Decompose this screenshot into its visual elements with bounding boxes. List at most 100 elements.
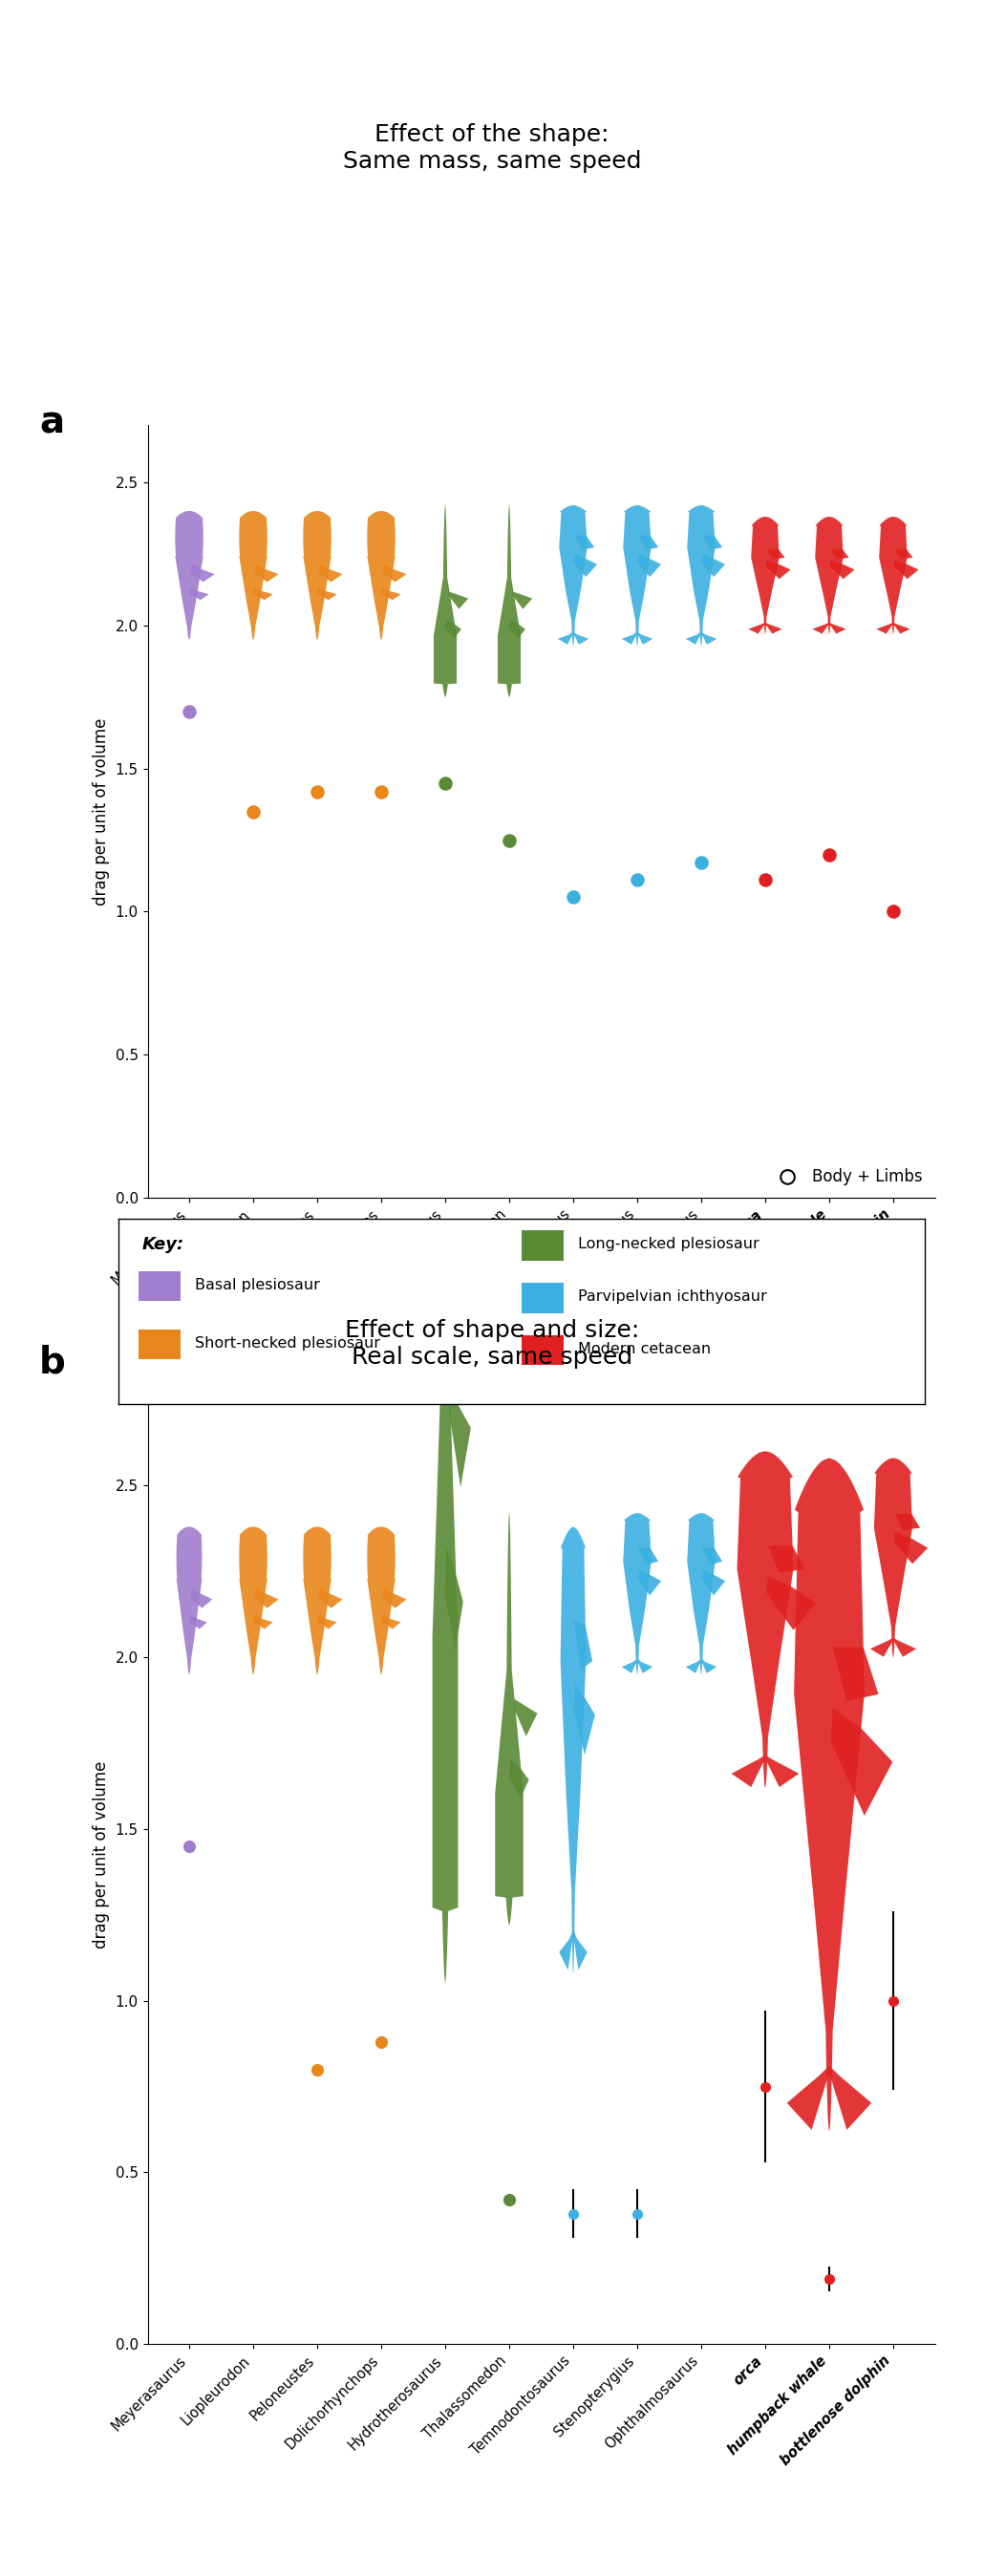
Y-axis label: drag per unit of volume: drag per unit of volume xyxy=(92,1762,110,1947)
Point xyxy=(309,2048,325,2089)
Polygon shape xyxy=(893,559,918,580)
Polygon shape xyxy=(558,631,574,644)
Polygon shape xyxy=(767,549,785,559)
Polygon shape xyxy=(815,518,843,634)
Polygon shape xyxy=(622,1659,638,1674)
Text: Effect of the shape:
Same mass, same speed: Effect of the shape: Same mass, same spe… xyxy=(342,124,642,173)
Polygon shape xyxy=(176,1528,202,1674)
Polygon shape xyxy=(687,505,715,647)
Point xyxy=(181,1826,197,1868)
Polygon shape xyxy=(893,623,910,634)
Point xyxy=(245,791,261,832)
Polygon shape xyxy=(638,554,661,577)
Polygon shape xyxy=(766,559,790,580)
Polygon shape xyxy=(870,1638,893,1656)
Point xyxy=(309,770,325,811)
Polygon shape xyxy=(830,549,849,559)
Text: Key:: Key: xyxy=(143,1236,185,1252)
Polygon shape xyxy=(383,1587,406,1607)
Point xyxy=(822,835,837,876)
Point xyxy=(181,690,197,732)
Point xyxy=(373,2022,389,2063)
Polygon shape xyxy=(381,587,400,600)
Polygon shape xyxy=(794,1458,864,2130)
Text: Modern cetacean: Modern cetacean xyxy=(578,1342,710,1355)
Polygon shape xyxy=(769,1546,805,1571)
Polygon shape xyxy=(766,1754,799,1788)
Polygon shape xyxy=(638,1659,652,1674)
Polygon shape xyxy=(894,1533,928,1564)
Polygon shape xyxy=(638,631,652,644)
Polygon shape xyxy=(303,1528,332,1674)
Y-axis label: drag per unit of volume: drag per unit of volume xyxy=(92,719,110,904)
Polygon shape xyxy=(303,510,332,639)
Polygon shape xyxy=(514,1682,537,1736)
Polygon shape xyxy=(449,1347,470,1486)
Text: Effect of shape and size:
Real scale, same speed: Effect of shape and size: Real scale, sa… xyxy=(344,1319,640,1368)
Polygon shape xyxy=(687,1512,715,1674)
Polygon shape xyxy=(445,1548,463,1651)
Polygon shape xyxy=(319,1587,342,1607)
Polygon shape xyxy=(317,587,337,600)
Polygon shape xyxy=(893,1638,916,1656)
Polygon shape xyxy=(702,1569,725,1595)
Polygon shape xyxy=(319,564,342,582)
Polygon shape xyxy=(509,1759,529,1798)
Polygon shape xyxy=(686,1659,702,1674)
Polygon shape xyxy=(559,505,587,647)
Polygon shape xyxy=(702,631,716,644)
Polygon shape xyxy=(638,1569,661,1595)
Polygon shape xyxy=(239,1528,268,1674)
Polygon shape xyxy=(559,1929,574,1971)
Polygon shape xyxy=(813,623,830,634)
Point xyxy=(501,819,517,860)
Polygon shape xyxy=(561,1528,586,1973)
FancyBboxPatch shape xyxy=(138,1270,180,1301)
Legend: Body + Limbs: Body + Limbs xyxy=(767,1164,927,1190)
Polygon shape xyxy=(175,510,204,639)
Polygon shape xyxy=(622,631,638,644)
Polygon shape xyxy=(189,1615,207,1628)
Polygon shape xyxy=(766,623,782,634)
Polygon shape xyxy=(189,587,209,600)
Polygon shape xyxy=(574,554,597,577)
Polygon shape xyxy=(874,1458,912,1656)
Polygon shape xyxy=(731,1754,766,1788)
Polygon shape xyxy=(574,1685,595,1754)
Polygon shape xyxy=(787,2066,830,2130)
Polygon shape xyxy=(383,564,406,582)
Polygon shape xyxy=(702,1659,716,1674)
Text: Basal plesiosaur: Basal plesiosaur xyxy=(195,1278,320,1293)
Text: Parvipelvian ichthyosaur: Parvipelvian ichthyosaur xyxy=(578,1291,767,1303)
Polygon shape xyxy=(191,564,215,582)
Point xyxy=(437,762,453,804)
Polygon shape xyxy=(748,623,766,634)
Polygon shape xyxy=(191,1587,213,1607)
Polygon shape xyxy=(832,1646,879,1700)
Polygon shape xyxy=(381,1615,400,1628)
Polygon shape xyxy=(686,631,702,644)
Polygon shape xyxy=(434,505,457,698)
Point xyxy=(566,876,582,917)
Polygon shape xyxy=(751,518,779,634)
Polygon shape xyxy=(830,1708,892,1816)
FancyBboxPatch shape xyxy=(522,1334,564,1365)
Polygon shape xyxy=(445,621,461,639)
Polygon shape xyxy=(509,621,525,639)
Polygon shape xyxy=(253,587,273,600)
Point xyxy=(886,891,901,933)
Polygon shape xyxy=(830,623,846,634)
Polygon shape xyxy=(574,536,594,551)
Point xyxy=(758,860,773,902)
Polygon shape xyxy=(623,505,651,647)
Polygon shape xyxy=(702,1548,722,1564)
Polygon shape xyxy=(317,1615,337,1628)
Point xyxy=(694,842,709,884)
Polygon shape xyxy=(879,518,907,634)
FancyBboxPatch shape xyxy=(522,1283,564,1314)
Polygon shape xyxy=(574,631,588,644)
Polygon shape xyxy=(638,536,658,551)
Polygon shape xyxy=(574,1929,587,1971)
Polygon shape xyxy=(255,564,278,582)
Polygon shape xyxy=(638,1548,658,1564)
